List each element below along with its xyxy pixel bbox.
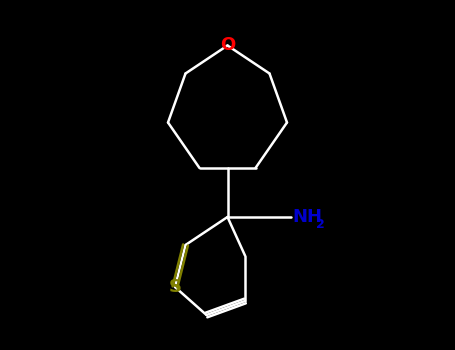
Text: O: O [220, 36, 235, 55]
Text: NH: NH [292, 208, 322, 226]
Text: S: S [168, 278, 182, 296]
Text: 2: 2 [316, 218, 325, 231]
